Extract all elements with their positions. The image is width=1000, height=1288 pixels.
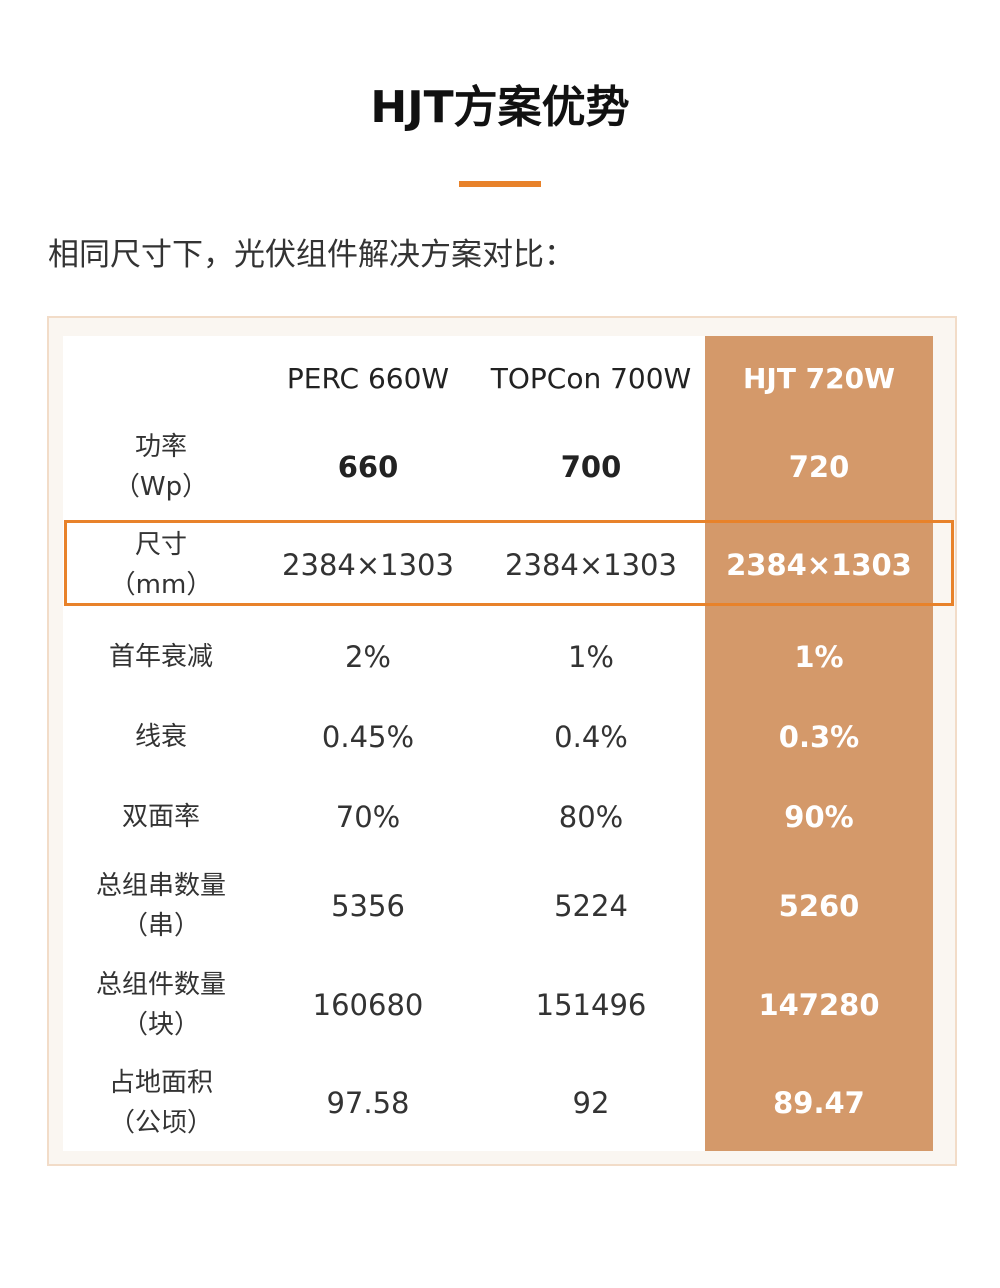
- cell-perc: 0.45%: [321, 720, 415, 754]
- cell-topcon: 80%: [558, 800, 624, 834]
- table-header-row: PERC 660W TOPCon 700W HJT 720W: [63, 336, 933, 421]
- row-label-unit: （Wp）: [113, 472, 209, 502]
- row-label: 尺寸 （mm）: [63, 513, 259, 617]
- row-label-line1: 功率: [134, 432, 187, 462]
- row-label: 总组件数量 （块）: [63, 955, 259, 1055]
- header-empty: [63, 336, 259, 421]
- row-label-line1: 双面率: [121, 802, 200, 832]
- header-topcon: TOPCon 700W: [490, 362, 692, 395]
- row-label-line1: 总组串数量: [95, 871, 226, 901]
- table-row-linear-degradation: 线衰 0.45% 0.4% 0.3%: [63, 697, 933, 777]
- cell-topcon: 700: [560, 450, 622, 484]
- title-underline: [459, 181, 541, 187]
- row-label: 占地面积 （公顷）: [63, 1055, 259, 1151]
- comparison-table: PERC 660W TOPCon 700W HJT 720W 功率 （Wp） 6…: [63, 336, 933, 1151]
- header-perc: PERC 660W: [286, 362, 450, 395]
- cell-hjt: 720: [788, 450, 850, 484]
- cell-topcon: 5224: [554, 889, 628, 923]
- cell-hjt: 0.3%: [778, 720, 860, 754]
- cell-topcon: 2384×1303: [505, 548, 677, 582]
- cell-hjt: 5260: [778, 889, 860, 923]
- cell-hjt: 147280: [758, 988, 880, 1022]
- row-label-line1: 总组件数量: [95, 970, 226, 1000]
- cell-perc: 2384×1303: [282, 548, 454, 582]
- cell-hjt: 1%: [794, 640, 844, 674]
- table-row-bifaciality: 双面率 70% 80% 90%: [63, 777, 933, 857]
- row-label: 总组串数量 （串）: [63, 857, 259, 955]
- row-label-unit: （块）: [121, 1010, 200, 1040]
- page-title: HJT方案优势: [370, 82, 630, 133]
- row-label: 双面率: [63, 777, 259, 857]
- header-hjt: HJT 720W: [742, 362, 896, 395]
- row-label-unit: （mm）: [109, 570, 213, 600]
- row-label-unit: （串）: [121, 911, 200, 941]
- cell-topcon: 0.4%: [554, 720, 628, 754]
- table-row-size: 尺寸 （mm） 2384×1303 2384×1303 2384×1303: [63, 513, 933, 617]
- size-row-highlight-box: [64, 520, 954, 606]
- table-row-module-count: 总组件数量 （块） 160680 151496 147280: [63, 955, 933, 1055]
- table-row-land-area: 占地面积 （公顷） 97.58 92 89.47: [63, 1055, 933, 1151]
- cell-hjt: 89.47: [773, 1086, 865, 1120]
- cell-perc: 5356: [331, 889, 405, 923]
- cell-perc: 97.58: [326, 1086, 410, 1120]
- cell-perc: 660: [337, 450, 399, 484]
- row-label-line1: 占地面积: [108, 1068, 213, 1098]
- row-label-line1: 线衰: [134, 722, 187, 752]
- row-label: 功率 （Wp）: [63, 421, 259, 513]
- cell-hjt: 2384×1303: [726, 548, 912, 582]
- table-row-power: 功率 （Wp） 660 700 720: [63, 421, 933, 513]
- cell-topcon: 151496: [535, 988, 647, 1022]
- row-label: 首年衰减: [63, 617, 259, 697]
- cell-perc: 70%: [335, 800, 401, 834]
- cell-perc: 2%: [344, 640, 391, 674]
- cell-topcon: 1%: [567, 640, 614, 674]
- intro-text: 相同尺寸下，光伏组件解决方案对比：: [48, 237, 575, 273]
- row-label-line1: 尺寸: [134, 530, 187, 560]
- table-row-first-year-degradation: 首年衰减 2% 1% 1%: [63, 617, 933, 697]
- row-label-unit: （公顷）: [108, 1108, 213, 1138]
- cell-hjt: 90%: [784, 800, 854, 834]
- row-label: 线衰: [63, 697, 259, 777]
- cell-topcon: 92: [572, 1086, 610, 1120]
- row-label-line1: 首年衰减: [108, 642, 213, 672]
- cell-perc: 160680: [312, 988, 424, 1022]
- table-row-string-count: 总组串数量 （串） 5356 5224 5260: [63, 857, 933, 955]
- hjt-column-highlight: [705, 336, 933, 1151]
